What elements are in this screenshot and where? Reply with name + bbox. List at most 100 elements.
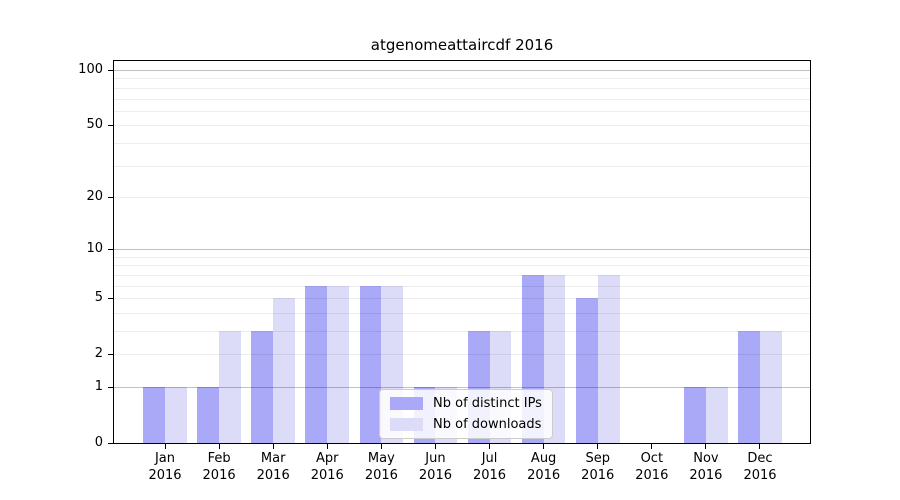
x-tick-mark — [434, 444, 436, 449]
x-tick-year: 2016 — [743, 468, 777, 483]
bar-downloads-mar — [273, 298, 295, 443]
x-tick-year: 2016 — [148, 468, 182, 483]
x-tick-mark — [489, 444, 491, 449]
y-tick-label: 100 — [78, 62, 103, 78]
x-tick-label: Jan 2016 — [135, 450, 195, 484]
x-tick-mark — [272, 444, 274, 449]
y-tick-label: 1 — [94, 378, 103, 394]
y-tick-label: 20 — [86, 188, 103, 204]
x-tick-mark — [759, 444, 761, 449]
gridline-minor — [114, 256, 810, 258]
x-tick-mark — [326, 444, 328, 449]
x-tick-label: Sep 2016 — [568, 450, 628, 484]
x-tick-year: 2016 — [635, 468, 669, 483]
x-tick-mark — [651, 444, 653, 449]
legend-swatch — [390, 397, 423, 410]
gridline-minor — [114, 312, 810, 314]
x-tick-mark — [543, 444, 545, 449]
gridline-minor — [114, 125, 810, 127]
x-tick-month: Aug — [530, 451, 557, 466]
x-tick-year: 2016 — [310, 468, 344, 483]
bar-downloads-feb — [219, 330, 241, 443]
x-tick-month: Jul — [481, 451, 498, 466]
gridline-minor — [114, 87, 810, 89]
x-tick-year: 2016 — [472, 468, 507, 483]
x-tick-month: Apr — [316, 451, 339, 466]
x-tick-label: Aug 2016 — [514, 450, 574, 484]
gridline-minor — [114, 98, 810, 100]
bar-distinct-ips-dec — [738, 330, 760, 443]
gridline-minor — [114, 330, 810, 332]
x-tick-month: Jan — [154, 451, 176, 466]
bar-downloads-apr — [327, 285, 350, 443]
x-tick-label: May 2016 — [351, 450, 411, 484]
bar-distinct-ips-sep — [575, 298, 598, 443]
x-tick-month: Jun — [425, 451, 446, 466]
x-tick-year: 2016 — [364, 468, 398, 483]
x-tick-label: Nov 2016 — [676, 450, 736, 484]
gridline-minor — [114, 265, 810, 267]
x-tick-month: May — [367, 451, 395, 466]
bar-downloads-nov — [705, 386, 728, 443]
gridline-major — [114, 249, 810, 251]
bar-distinct-ips-may — [359, 285, 382, 443]
legend-entry-downloads: Nb of downloads — [390, 417, 542, 432]
y-tick-label: 2 — [94, 346, 103, 362]
legend-label: Nb of downloads — [433, 417, 542, 432]
x-tick-year: 2016 — [581, 468, 615, 483]
bar-distinct-ips-apr — [305, 285, 328, 443]
bar-downloads-jan — [165, 386, 187, 443]
x-tick-mark — [597, 444, 599, 449]
x-tick-label: Apr 2016 — [297, 450, 357, 484]
bar-distinct-ips-mar — [251, 330, 274, 443]
x-tick-mark — [218, 444, 220, 449]
x-tick-label: Feb 2016 — [189, 450, 249, 484]
bar-downloads-sep — [597, 274, 620, 443]
x-tick-year: 2016 — [689, 468, 723, 483]
y-tick-label: 50 — [86, 117, 103, 133]
y-tick-mark — [108, 443, 114, 444]
x-tick-year: 2016 — [202, 468, 236, 483]
bar-downloads-dec — [759, 330, 782, 443]
gridline-major — [114, 70, 810, 72]
legend-entry-distinct-ips: Nb of distinct IPs — [390, 396, 542, 411]
bar-distinct-ips-nov — [684, 386, 706, 443]
x-tick-label: Oct 2016 — [622, 450, 682, 484]
y-tick-label: 10 — [86, 241, 103, 257]
y-tick-label: 0 — [94, 435, 103, 450]
x-tick-label: Jul 2016 — [460, 450, 520, 484]
legend-swatch — [390, 418, 423, 431]
gridline-minor — [114, 165, 810, 167]
chart-title: atgenomeattaircdf 2016 — [370, 36, 554, 54]
gridline-major — [114, 386, 810, 388]
x-tick-mark — [705, 444, 707, 449]
x-tick-mark — [380, 444, 382, 449]
x-tick-month: Dec — [747, 451, 773, 466]
x-tick-month: Oct — [640, 451, 664, 466]
x-tick-mark — [164, 444, 166, 449]
bar-distinct-ips-feb — [197, 386, 220, 443]
gridline-minor — [114, 285, 810, 287]
plot-area: Nb of distinct IPs Nb of downloads — [114, 61, 810, 443]
gridline-minor — [114, 142, 810, 144]
legend-label: Nb of distinct IPs — [433, 396, 542, 411]
legend: Nb of distinct IPs Nb of downloads — [379, 389, 553, 439]
x-tick-year: 2016 — [418, 468, 452, 483]
x-tick-label: Jun 2016 — [405, 450, 465, 484]
x-tick-month: Feb — [207, 451, 231, 466]
x-tick-month: Mar — [260, 451, 286, 466]
x-tick-label: Dec 2016 — [730, 450, 790, 484]
y-tick-label: 5 — [94, 290, 103, 306]
x-tick-month: Nov — [693, 451, 719, 466]
bar-distinct-ips-jan — [143, 386, 165, 443]
x-tick-label: Mar 2016 — [243, 450, 303, 484]
x-tick-month: Sep — [585, 451, 610, 466]
gridline-minor — [114, 354, 810, 356]
x-tick-year: 2016 — [527, 468, 561, 483]
x-tick-year: 2016 — [256, 468, 290, 483]
gridline-minor — [114, 274, 810, 276]
gridline-minor — [114, 298, 810, 300]
gridline-minor — [114, 196, 810, 198]
gridline-minor — [114, 110, 810, 112]
